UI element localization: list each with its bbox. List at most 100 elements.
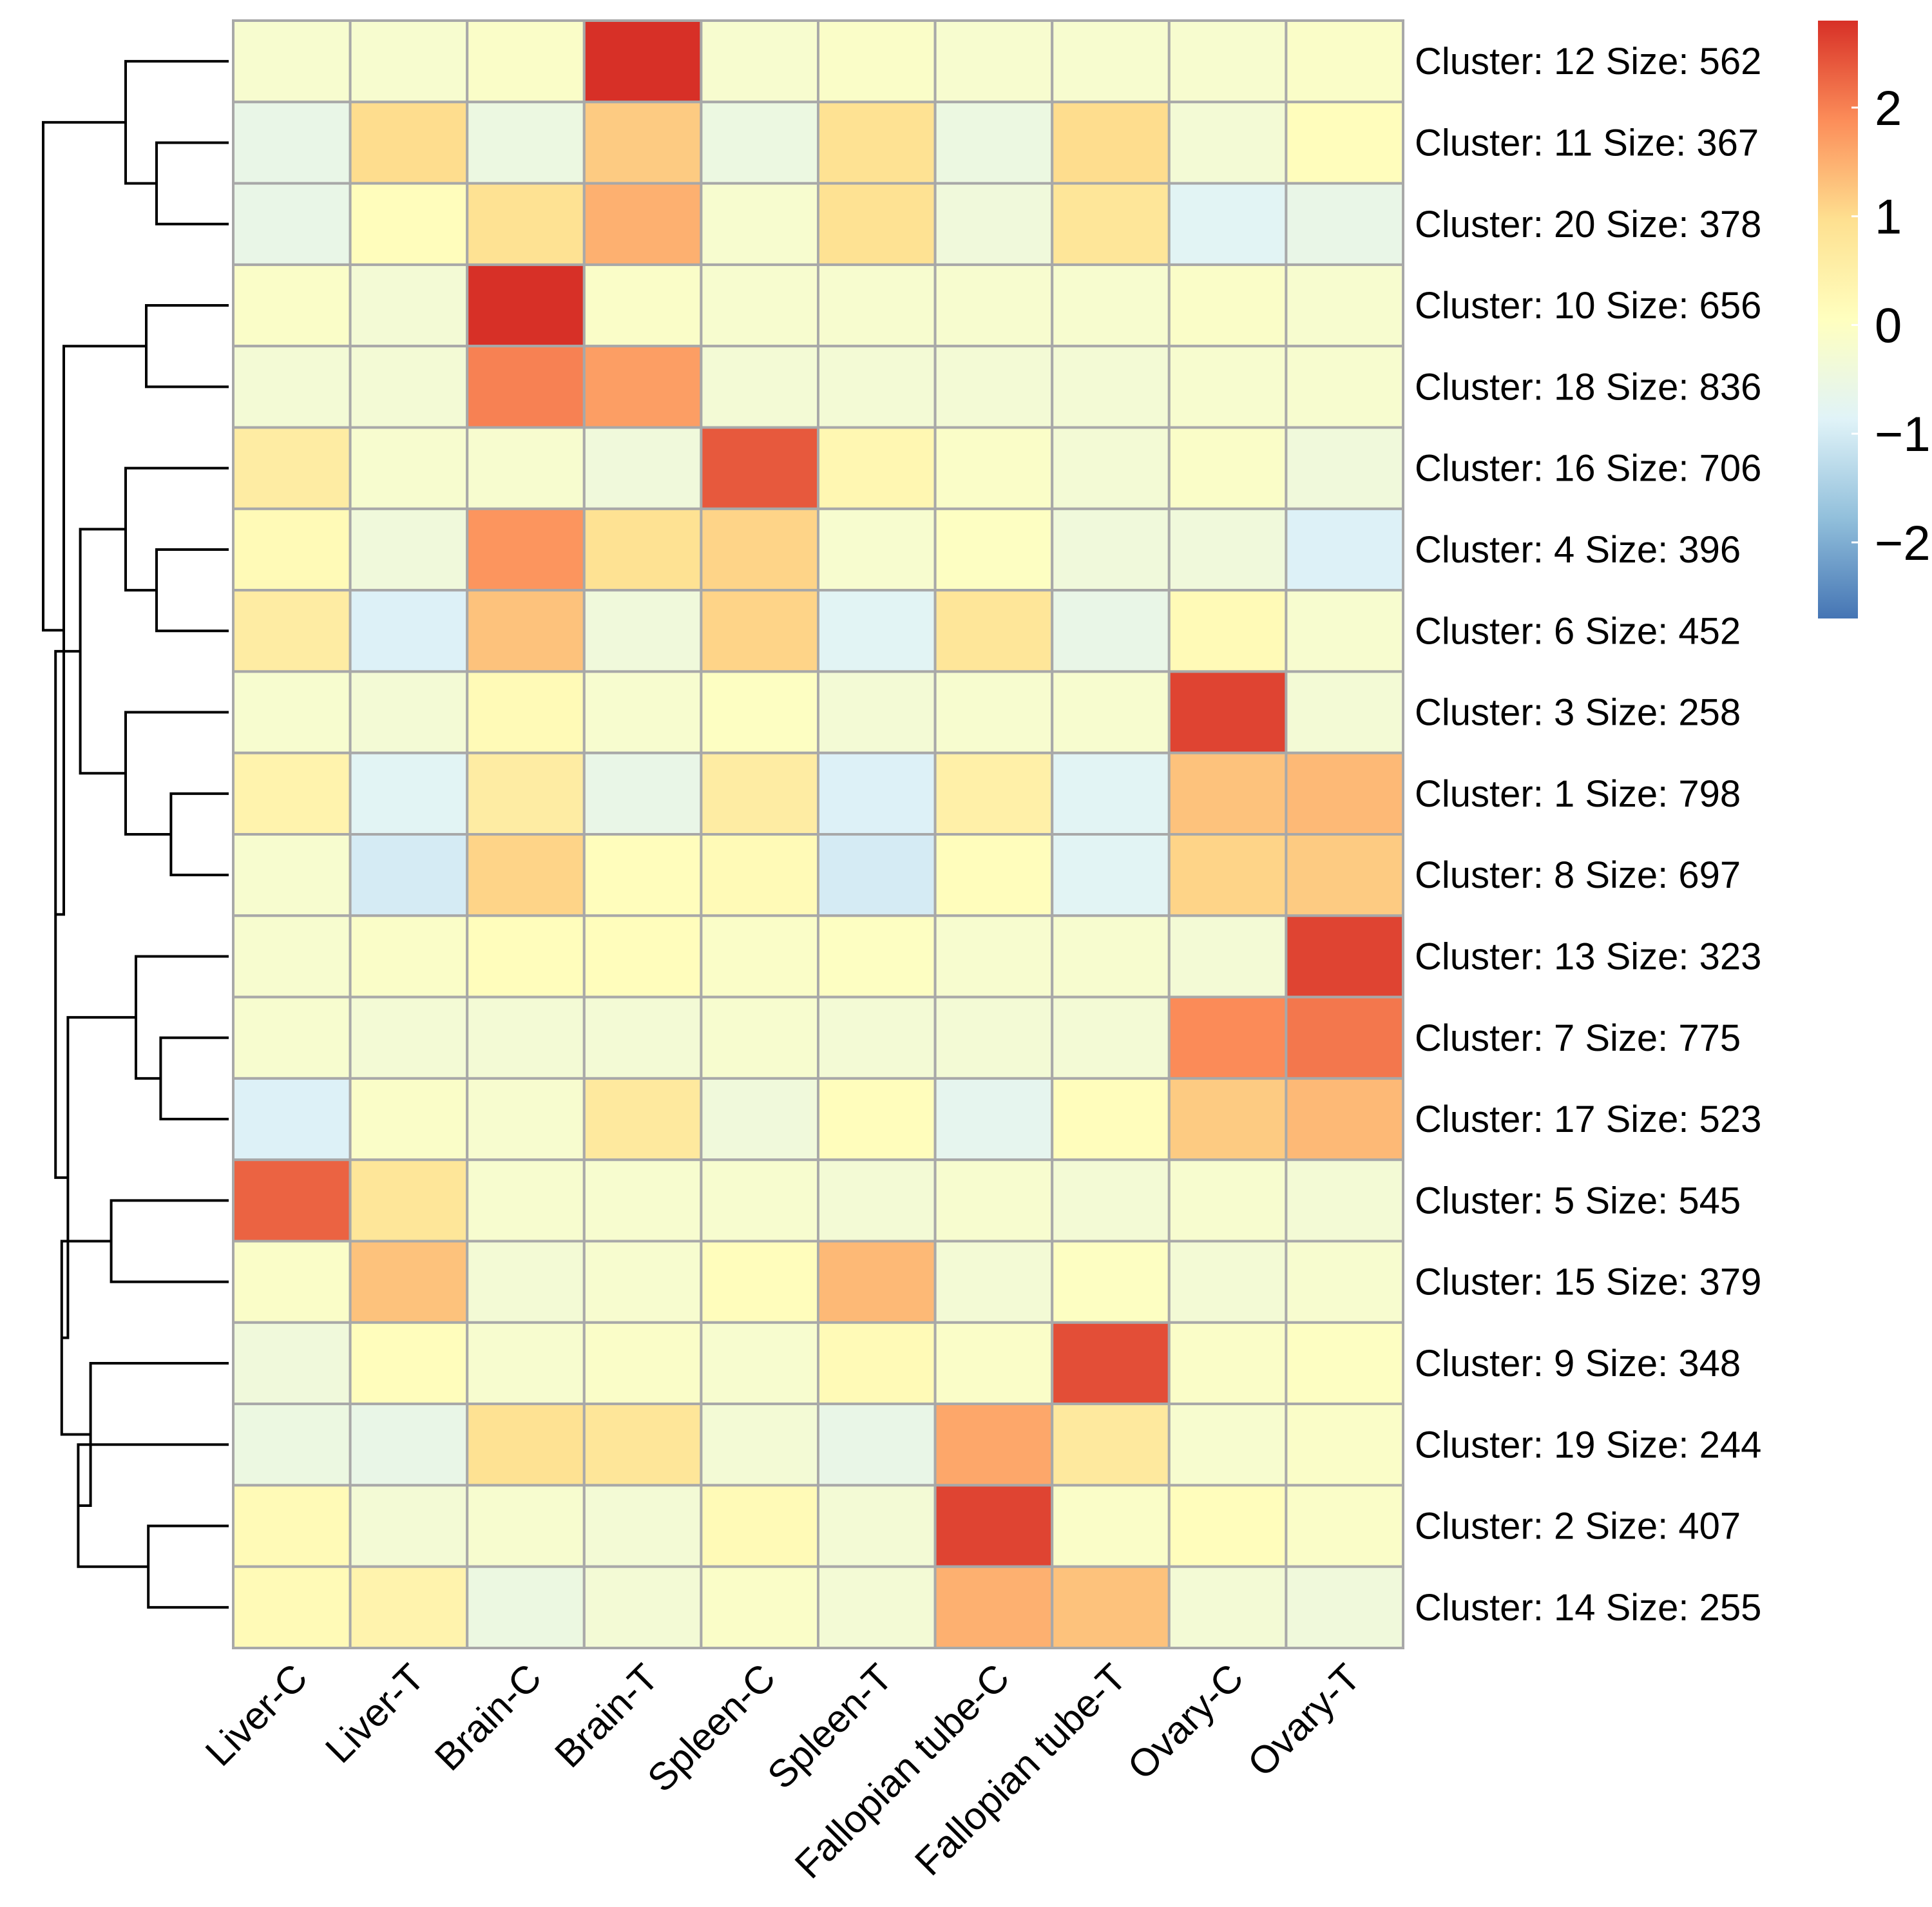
dendrogram-branch	[124, 60, 229, 185]
heatmap-cell	[933, 589, 1054, 673]
heatmap-cell	[700, 833, 820, 917]
row-label: Cluster: 19 Size: 244	[1415, 1424, 1761, 1466]
heatmap-cell	[349, 182, 469, 266]
heatmap-cell	[1051, 1484, 1171, 1568]
heatmap-cell	[232, 19, 352, 104]
dendrogram-branch	[145, 304, 229, 388]
heatmap-cell	[1285, 1077, 1405, 1162]
column-label: Brain-C	[426, 1656, 550, 1779]
heatmap-cell	[466, 1240, 586, 1324]
heatmap-cell	[1167, 1240, 1288, 1324]
heatmap-cell	[817, 263, 937, 348]
heatmap-cell	[466, 833, 586, 917]
heatmap-cell	[933, 263, 1054, 348]
heatmap-cell	[466, 345, 586, 429]
heatmap-cell	[700, 1321, 820, 1406]
heatmap-cell	[817, 1484, 937, 1568]
heatmap-cell	[933, 426, 1054, 510]
heatmap-cell	[817, 507, 937, 592]
row-label: Cluster: 6 Size: 452	[1415, 610, 1741, 652]
heatmap-cell	[349, 1565, 469, 1649]
dendrogram-branch	[124, 711, 229, 836]
heatmap-cell	[582, 914, 703, 999]
dendrogram-branch	[124, 466, 229, 592]
heatmap-cell	[466, 1321, 586, 1406]
heatmap-cell	[232, 1565, 352, 1649]
heatmap-cell	[700, 345, 820, 429]
heatmap-cell	[933, 19, 1054, 104]
heatmap-cell	[1051, 1240, 1171, 1324]
heatmap-cell	[1285, 1240, 1405, 1324]
heatmap-cell	[1167, 101, 1288, 185]
heatmap-cell	[582, 345, 703, 429]
dendrogram-branch	[55, 345, 146, 916]
heatmap-cell	[1285, 914, 1405, 999]
column-label: Liver-C	[197, 1656, 316, 1774]
row-label: Cluster: 5 Size: 545	[1415, 1180, 1741, 1222]
heatmap-cell	[1051, 101, 1171, 185]
heatmap-cell	[582, 1565, 703, 1649]
heatmap-cell	[933, 995, 1054, 1080]
heatmap-cell	[232, 1321, 352, 1406]
heatmap-cell	[817, 19, 937, 104]
heatmap-cell	[232, 751, 352, 836]
heatmap-cell	[700, 995, 820, 1080]
dendrogram-branch	[159, 1036, 229, 1121]
heatmap-cell	[1167, 19, 1288, 104]
heatmap-cell	[582, 1077, 703, 1162]
heatmap-cell	[1167, 345, 1288, 429]
heatmap-cell	[1051, 589, 1171, 673]
heatmap-cell	[1167, 1565, 1288, 1649]
heatmap-cell	[1167, 1077, 1288, 1162]
heatmap-cell	[582, 670, 703, 754]
heatmap-cell	[232, 426, 352, 510]
heatmap-cell	[349, 589, 469, 673]
heatmap-cell	[700, 507, 820, 592]
row-label: Cluster: 10 Size: 656	[1415, 285, 1761, 327]
heatmap-cell	[232, 263, 352, 348]
heatmap-cell	[349, 1484, 469, 1568]
heatmap-cell	[817, 426, 937, 510]
column-label: Ovary-T	[1239, 1656, 1369, 1785]
heatmap-cell	[582, 833, 703, 917]
heatmap-cell	[1167, 914, 1288, 999]
heatmap-cell	[1285, 1565, 1405, 1649]
heatmap-cell	[817, 1240, 937, 1324]
heatmap-cell	[817, 670, 937, 754]
heatmap-cell	[1285, 101, 1405, 185]
heatmap-cell	[1167, 833, 1288, 917]
heatmap-cell	[349, 1158, 469, 1243]
heatmap-cell	[700, 19, 820, 104]
heatmap-cell	[1167, 1158, 1288, 1243]
heatmap-cell	[817, 1321, 937, 1406]
dendrogram-branch	[61, 1016, 136, 1339]
legend-colorbar	[1818, 21, 1858, 618]
heatmap-cell	[1167, 182, 1288, 266]
legend-tick-label: −2	[1875, 516, 1931, 571]
heatmap-cell	[1051, 995, 1171, 1080]
heatmap-cell	[817, 995, 937, 1080]
row-label: Cluster: 1 Size: 798	[1415, 773, 1741, 815]
heatmap-cell	[817, 1077, 937, 1162]
heatmap-cell	[466, 670, 586, 754]
heatmap-cell	[466, 19, 586, 104]
row-label: Cluster: 14 Size: 255	[1415, 1587, 1761, 1629]
heatmap-cell	[700, 426, 820, 510]
dendrogram-branch	[155, 141, 229, 225]
heatmap-cell	[933, 670, 1054, 754]
heatmap-cell	[700, 1240, 820, 1324]
heatmap-cell	[232, 995, 352, 1080]
row-label: Cluster: 4 Size: 396	[1415, 529, 1741, 571]
heatmap-cell	[1285, 19, 1405, 104]
heatmap-cell	[232, 1077, 352, 1162]
heatmap-cell	[466, 426, 586, 510]
heatmap-cell	[933, 1077, 1054, 1162]
dendrogram-branch	[155, 548, 229, 633]
heatmap-cell	[817, 914, 937, 999]
row-label: Cluster: 3 Size: 258	[1415, 692, 1741, 734]
column-label: Liver-T	[317, 1656, 432, 1771]
heatmap-cell	[1167, 263, 1288, 348]
heatmap-cell	[232, 1158, 352, 1243]
heatmap-cell	[817, 751, 937, 836]
heatmap-cell	[1167, 670, 1288, 754]
